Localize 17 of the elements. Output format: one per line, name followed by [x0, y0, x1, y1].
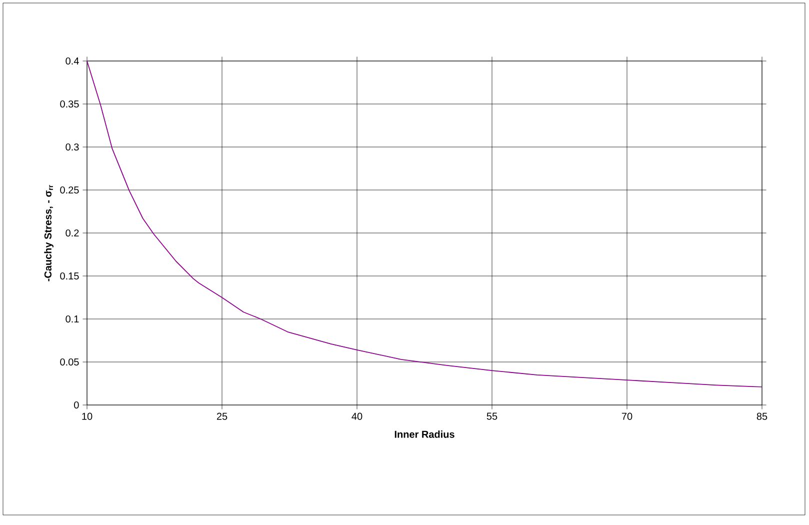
- y-tick-label: 0.35: [60, 100, 79, 108]
- y-axis-title: -Cauchy Stress, - σ$_{rr}$: [44, 184, 54, 282]
- y-tick-label: 0.15: [60, 272, 79, 280]
- x-tick-label: 70: [622, 412, 632, 420]
- y-tick-label: 0.3: [66, 143, 79, 151]
- y-tick-label: 0.4: [66, 57, 79, 65]
- x-tick-label: 40: [352, 412, 362, 420]
- x-axis-title: Inner Radius: [394, 430, 454, 438]
- x-tick-label: 85: [756, 412, 768, 420]
- y-tick-label: 0.1: [66, 315, 79, 323]
- y-tick-label: 0.2: [66, 229, 79, 237]
- x-tick-label: 25: [216, 412, 228, 420]
- y-tick-label: 0.25: [60, 186, 79, 194]
- x-tick-label: 10: [82, 412, 92, 420]
- x-tick-label: 55: [486, 412, 498, 420]
- y-tick-label: 0.05: [60, 358, 79, 366]
- y-tick-label: 0: [74, 401, 79, 409]
